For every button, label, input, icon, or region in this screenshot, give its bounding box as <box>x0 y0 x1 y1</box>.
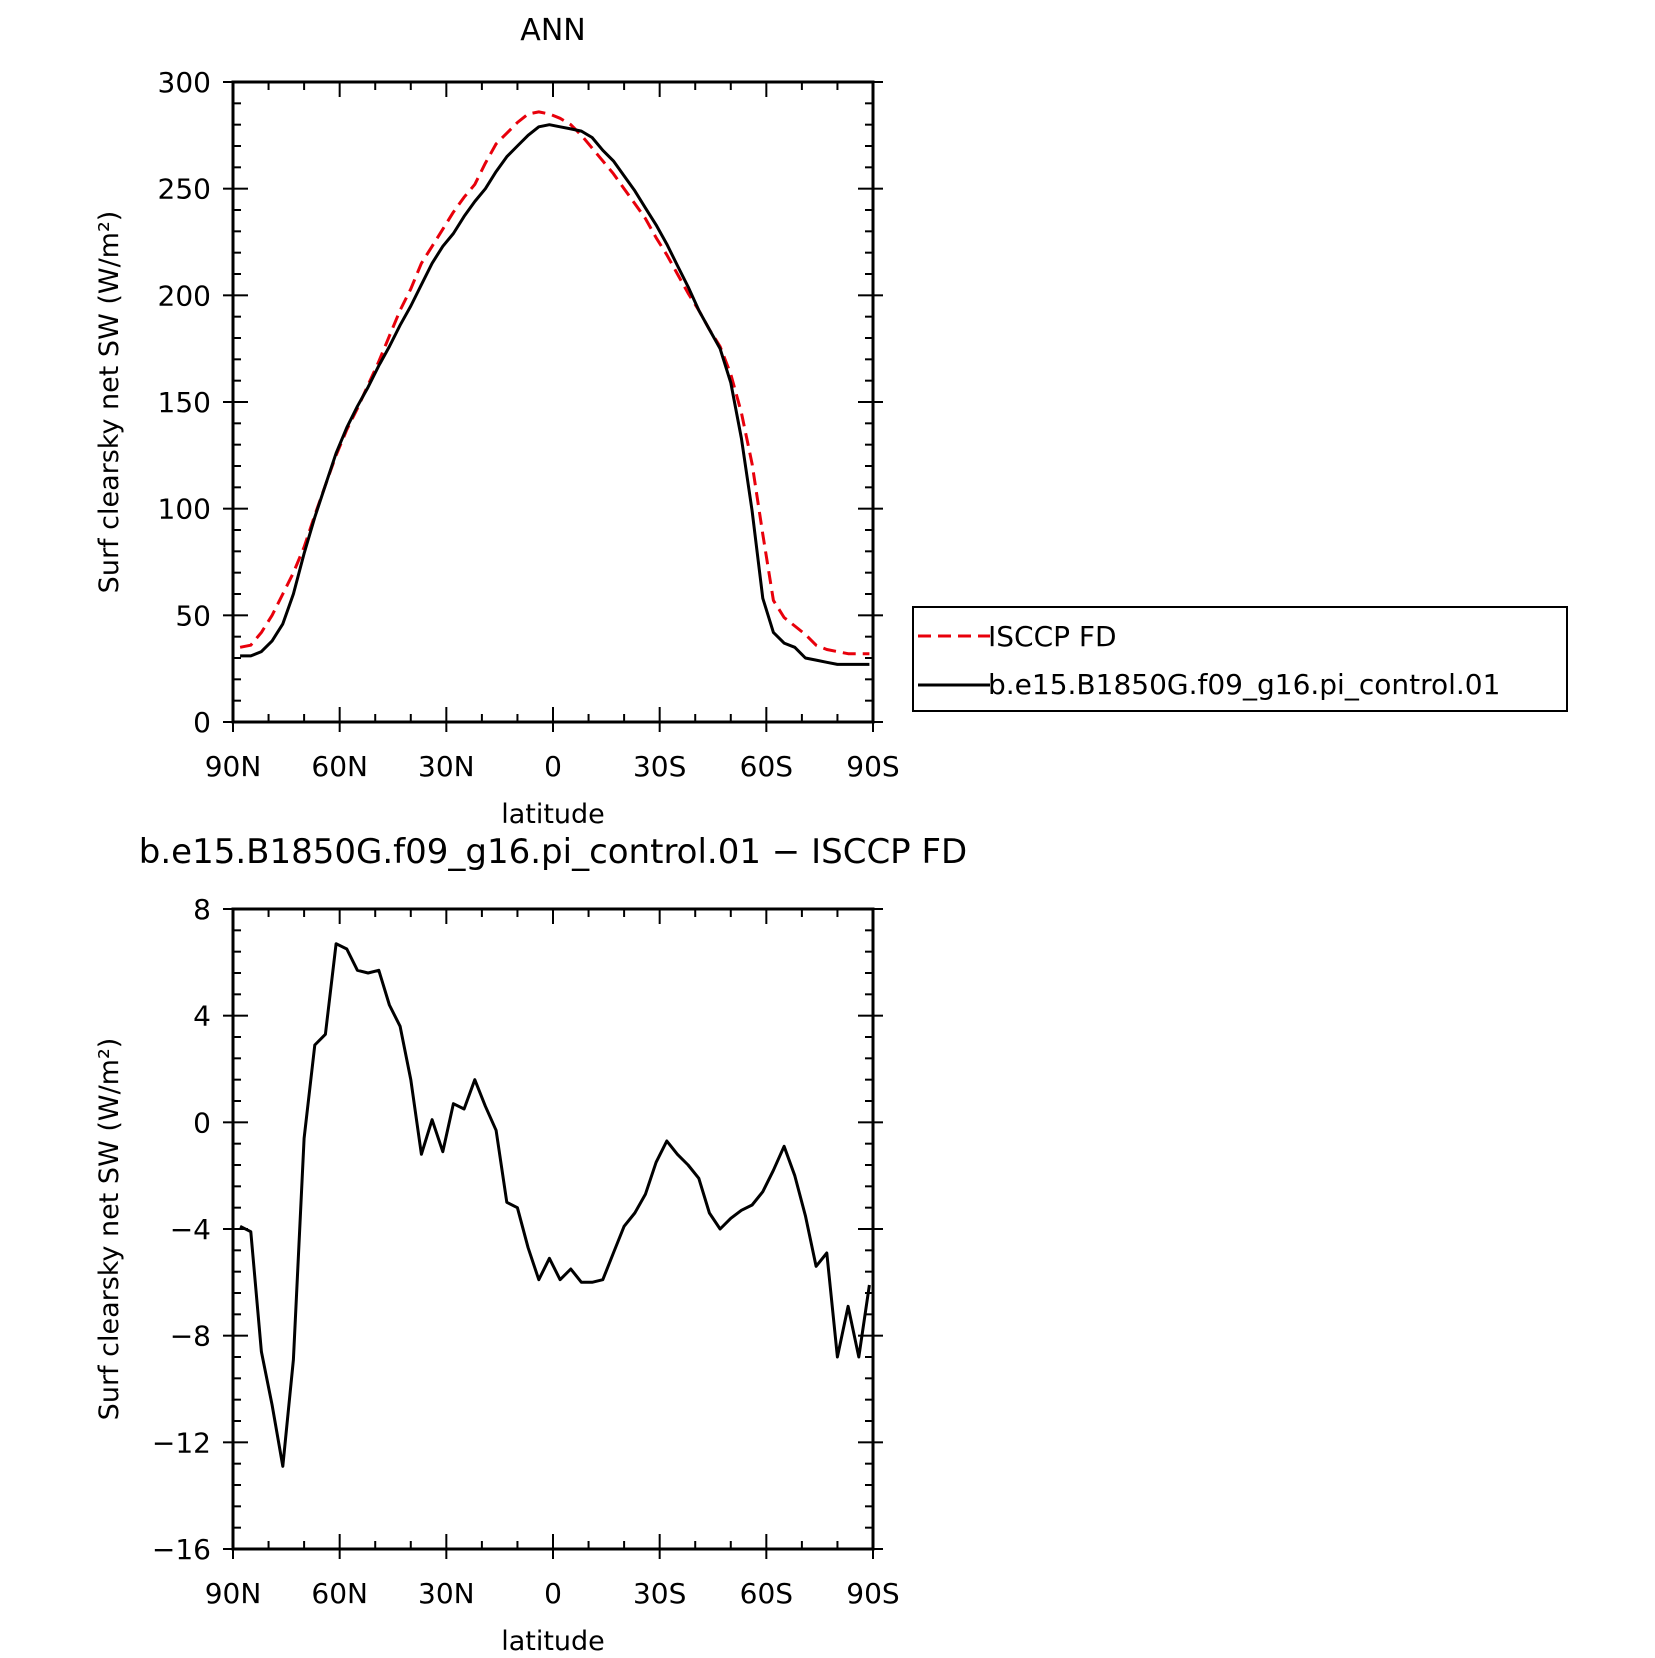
x-tick-label: 90N <box>205 750 262 783</box>
mean-chart-y-axis-title: Surf clearsky net SW (W/m²) <box>94 211 125 594</box>
y-tick-label: 4 <box>193 1000 211 1033</box>
difference-chart-axis-labels: 90N 60N 30N 0 30S 60S 90S −16 −12 −8 −4 0 4 8 <box>152 893 900 1610</box>
x-tick-label: 30N <box>418 750 475 783</box>
legend-box <box>912 606 1568 712</box>
mean-chart-legend: ISCCP FD b.e15.B1850G.f09_g16.pi_control… <box>912 606 1568 712</box>
x-tick-label: 30N <box>418 1577 475 1610</box>
difference-chart-x-axis-title: latitude <box>501 1626 605 1657</box>
x-tick-label: 30S <box>633 1577 686 1610</box>
mean-chart-ticks <box>223 81 883 732</box>
difference-chart-series <box>239 942 871 1468</box>
x-tick-label: 60N <box>311 750 368 783</box>
series-line-b-e15-b1850g-f09-g16-pi-control-01 <box>240 123 870 666</box>
y-tick-label: 0 <box>193 1106 211 1139</box>
legend-label-model: b.e15.B1850G.f09_g16.pi_control.01 <box>988 668 1500 701</box>
x-tick-label: 0 <box>544 750 562 783</box>
y-tick-label: −16 <box>152 1533 211 1566</box>
difference-chart-ticks <box>223 908 883 1559</box>
legend-label-isccp: ISCCP FD <box>988 620 1117 653</box>
x-tick-label: 60S <box>740 1577 793 1610</box>
x-tick-label: 90S <box>846 750 899 783</box>
difference-chart-panel: b.e15.B1850G.f09_g16.pi_control.01 − ISC… <box>94 832 967 1657</box>
x-tick-label: 30S <box>633 750 686 783</box>
mean-chart-axis-labels: 90N 60N 30N 0 30S 60S 90S 0 50 100 150 200 250 300 <box>158 66 900 783</box>
difference-series-line <box>239 942 871 1468</box>
y-tick-label: 300 <box>158 66 211 99</box>
difference-chart-plot-frame <box>231 907 875 1551</box>
mean-chart-x-axis-title: latitude <box>501 799 605 830</box>
difference-chart-y-axis-title: Surf clearsky net SW (W/m²) <box>94 1038 125 1421</box>
mean-chart-plot-frame <box>231 80 875 724</box>
y-tick-label: 0 <box>193 706 211 739</box>
y-tick-label: 150 <box>158 386 211 419</box>
y-tick-label: 200 <box>158 279 211 312</box>
mean-chart-panel: ANN 90N 60N 30N 0 30S 60S 90S 0 50 100 150 200 250 30… <box>94 13 1568 830</box>
x-tick-label: 60N <box>311 1577 368 1610</box>
y-tick-label: −12 <box>152 1426 211 1459</box>
mean-chart-series <box>239 110 870 666</box>
x-tick-label: 90S <box>846 1577 899 1610</box>
difference-chart-title: b.e15.B1850G.f09_g16.pi_control.01 − ISC… <box>139 832 967 872</box>
x-tick-label: 90N <box>205 1577 262 1610</box>
y-tick-label: −8 <box>170 1320 211 1353</box>
series-line-isccp-fd <box>239 110 870 656</box>
y-tick-label: −4 <box>170 1213 211 1246</box>
y-tick-label: 250 <box>158 173 211 206</box>
x-tick-label: 60S <box>740 750 793 783</box>
x-tick-label: 0 <box>544 1577 562 1610</box>
y-tick-label: 8 <box>193 893 211 926</box>
y-tick-label: 100 <box>158 493 211 526</box>
mean-chart-title: ANN <box>520 13 585 48</box>
y-tick-label: 50 <box>175 599 211 632</box>
